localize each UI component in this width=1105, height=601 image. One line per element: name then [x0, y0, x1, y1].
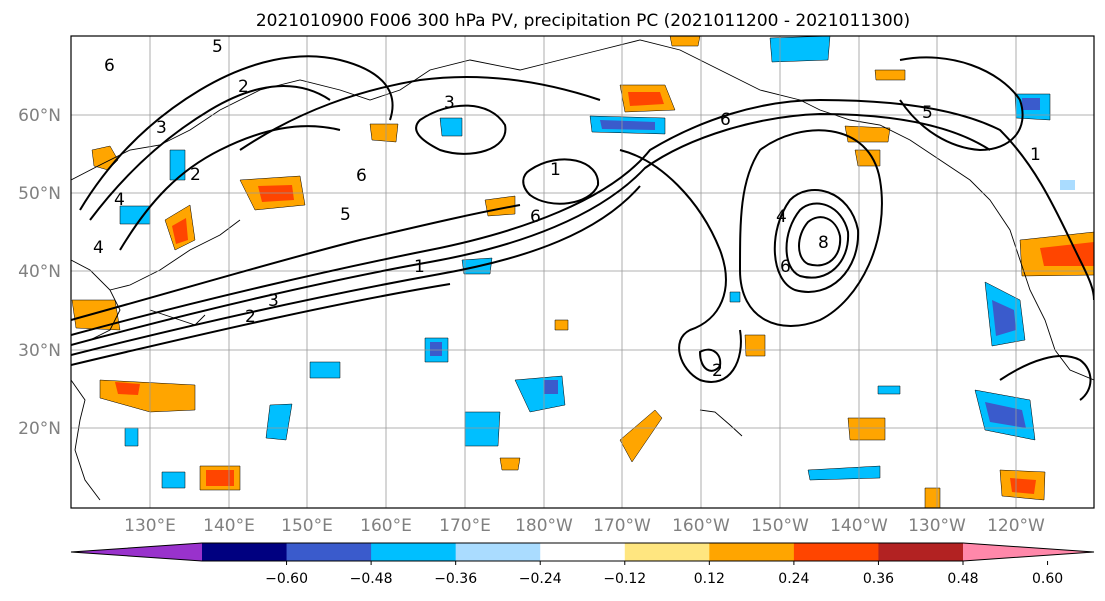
- contour-label: 3: [268, 291, 279, 311]
- contour-label: 3: [444, 93, 455, 113]
- contour-label: 1: [414, 257, 425, 277]
- colorbar-segment: [624, 543, 710, 561]
- lat-label: 20°N: [18, 419, 61, 439]
- colorbar-extend-min: [71, 543, 202, 561]
- contour-label: 2: [190, 165, 201, 185]
- colorbar-extend-max: [963, 543, 1094, 561]
- contour-label: 2: [712, 361, 723, 381]
- colorbar-tick-label: −0.36: [434, 571, 477, 587]
- lon-label: 170°E: [439, 516, 491, 536]
- colorbar-tick-label: −0.24: [519, 571, 562, 587]
- contour-label: 5: [212, 37, 223, 57]
- contour-label: 2: [238, 77, 249, 97]
- contour-label: 6: [720, 110, 731, 130]
- colorbar-tick-label: 0.60: [1032, 571, 1063, 587]
- contour-label: 2: [245, 307, 256, 327]
- lat-label: 40°N: [18, 262, 61, 282]
- contour-label: 6: [356, 166, 367, 186]
- colorbar-outline: [70, 542, 1095, 562]
- colorbar-segment: [455, 543, 541, 561]
- lon-label: 140°E: [203, 516, 255, 536]
- contour-label: 1: [1030, 145, 1041, 165]
- colorbar-tick-label: −0.12: [603, 571, 646, 587]
- lon-label: 130°W: [908, 516, 966, 536]
- colorbar-tick-label: 0.48: [947, 571, 978, 587]
- contour-label: 1: [550, 160, 561, 180]
- lon-label: 120°W: [987, 516, 1045, 536]
- colorbar-tick-label: 0.12: [694, 571, 725, 587]
- figure-title: 2021010900 F006 300 hPa PV, precipitatio…: [256, 11, 910, 31]
- longitude-labels: 130°E 140°E 150°E 160°E 170°E 180°W 170°…: [124, 516, 1045, 536]
- lat-label: 50°N: [18, 184, 61, 204]
- lon-label: 180°W: [515, 516, 573, 536]
- coastlines: [71, 39, 1094, 501]
- latitude-labels: 60°N 50°N 40°N 30°N 20°N: [18, 106, 61, 439]
- contour-label: 3: [156, 118, 167, 138]
- lat-label: 30°N: [18, 341, 61, 361]
- lon-label: 130°E: [124, 516, 176, 536]
- contour-label: 4: [776, 207, 787, 227]
- contour-label: 4: [114, 190, 125, 210]
- colorbar-segment: [202, 543, 288, 561]
- colorbar-segment: [286, 543, 372, 561]
- colorbar: −0.60 −0.48 −0.36 −0.24 −0.12 0.12 0.24 0.36 0.4…: [70, 542, 1095, 587]
- contour-label: 6: [104, 56, 115, 76]
- contour-label: 4: [93, 238, 104, 258]
- lon-label: 140°W: [830, 516, 888, 536]
- pv-contours: [71, 55, 1094, 401]
- lon-label: 160°W: [672, 516, 730, 536]
- lon-label: 170°W: [593, 516, 651, 536]
- lon-label: 150°W: [751, 516, 809, 536]
- colorbar-tick-label: 0.36: [863, 571, 894, 587]
- colorbar-segment: [709, 543, 795, 561]
- contour-labels: 6 5 2 3 1 4 6 5 6 1 2 3 4 6 5 8 3 2 1 2 …: [93, 37, 1041, 381]
- map-frame: [70, 35, 1095, 509]
- lon-label: 150°E: [281, 516, 333, 536]
- lat-label: 60°N: [18, 106, 61, 126]
- colorbar-tick-label: −0.48: [350, 571, 393, 587]
- map-area: 6 5 2 3 1 4 6 5 6 1 2 3 4 6 5 8 3 2 1 2 …: [71, 36, 1094, 508]
- colorbar-tick-label: 0.24: [778, 571, 809, 587]
- contour-label: 6: [530, 207, 541, 227]
- colorbar-segment: [540, 543, 626, 561]
- contour-label: 8: [818, 233, 829, 253]
- colorbar-segment: [878, 543, 964, 561]
- contour-label: 6: [780, 257, 791, 277]
- contour-label: 5: [340, 205, 351, 225]
- colorbar-segment: [371, 543, 457, 561]
- graticule: [71, 36, 1094, 508]
- colorbar-segment: [793, 543, 879, 561]
- colorbar-tick-label: −0.60: [265, 571, 308, 587]
- lon-label: 160°E: [360, 516, 412, 536]
- contour-label: 5: [922, 103, 933, 123]
- precip-anomaly-patches: [71, 36, 1094, 508]
